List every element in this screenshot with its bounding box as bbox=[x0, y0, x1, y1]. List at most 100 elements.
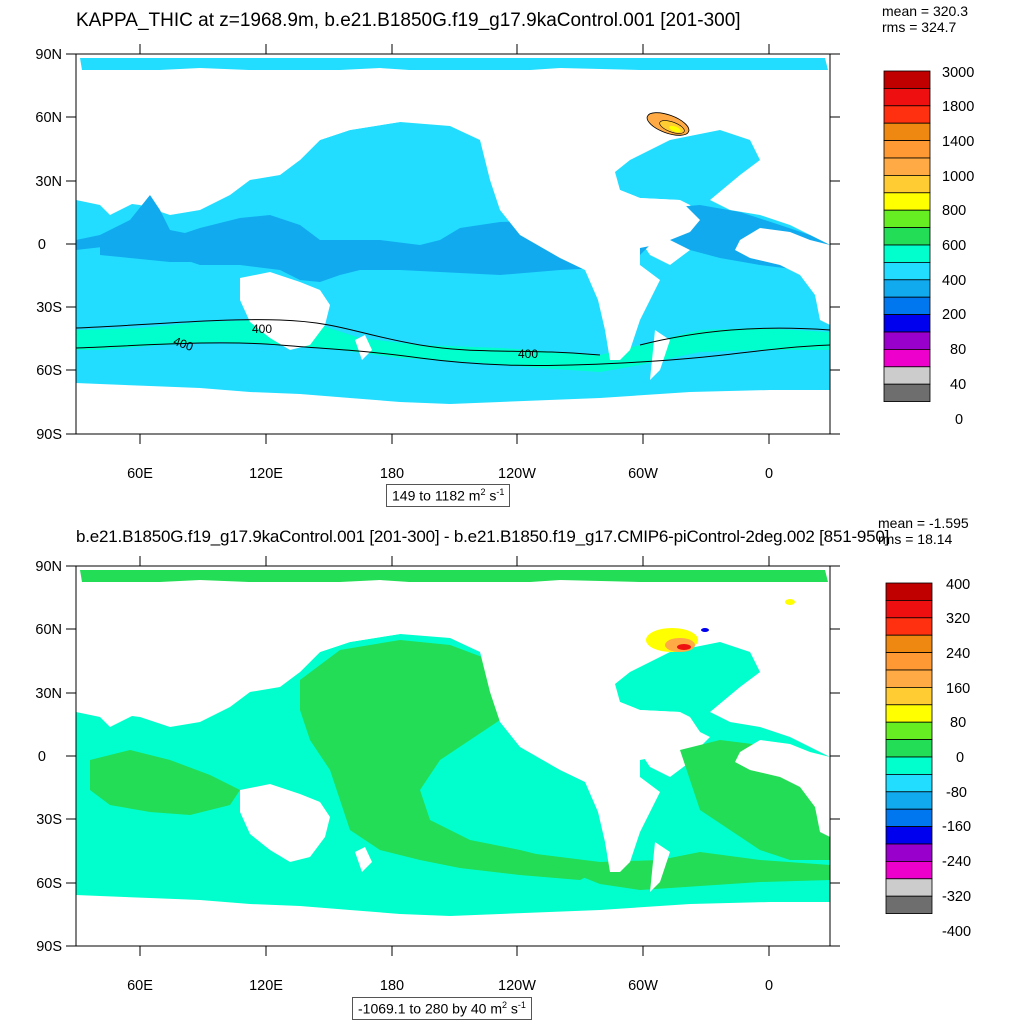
panel2-lat-labels: 90N 60N 30N 0 30S 60S 90S bbox=[35, 559, 62, 955]
p2-small-hotspot-shape bbox=[785, 599, 795, 605]
p1-cb-swatch-1 bbox=[883, 88, 931, 107]
p1-lat-30n: 30N bbox=[35, 174, 62, 190]
panel2-colorbar bbox=[885, 582, 933, 915]
p2-range-sup2: -1 bbox=[517, 1000, 526, 1010]
p2-cb-label-4: 80 bbox=[950, 715, 966, 731]
panel2-map bbox=[76, 570, 830, 946]
p1-cb-swatch-18 bbox=[883, 383, 931, 403]
p2-lat-90s: 90S bbox=[36, 939, 62, 955]
p1-cb-label-1: 1800 bbox=[942, 99, 974, 115]
p1-lat-90s: 90S bbox=[36, 427, 62, 443]
p1-cb-swatch-8 bbox=[883, 209, 931, 228]
p1-contour-line-c bbox=[639, 327, 830, 346]
p2-cb-swatch-12 bbox=[885, 791, 933, 810]
p2-lat-30s: 30S bbox=[36, 812, 62, 828]
p2-land-antarctica bbox=[76, 900, 830, 946]
p2-cb-label-5: 0 bbox=[956, 750, 964, 766]
panel1-title: KAPPA_THIC at z=1968.9m, b.e21.B1850G.f1… bbox=[76, 10, 741, 31]
p1-contour-line-b bbox=[76, 342, 830, 366]
p1-cb-swatch-12 bbox=[883, 279, 931, 298]
p2-pacific-green bbox=[300, 640, 600, 880]
p1-cb-label-4: 800 bbox=[942, 203, 966, 219]
panel2-land bbox=[76, 582, 830, 946]
p2-cb-label-6: -80 bbox=[946, 785, 967, 801]
p2-land-greenland bbox=[690, 584, 770, 630]
panel2-colorbar-labels: 400 320 240 160 80 0 -80 -160 -240 -320 … bbox=[942, 577, 971, 940]
p2-land-africa bbox=[735, 740, 830, 837]
p2-cb-swatch-2 bbox=[885, 617, 933, 636]
p2-cb-label-7: -160 bbox=[942, 819, 971, 835]
p2-cb-swatch-16 bbox=[885, 861, 933, 880]
p1-cb-swatch-17 bbox=[883, 366, 931, 385]
p2-cb-label-1: 320 bbox=[946, 611, 970, 627]
p2-land-nz bbox=[355, 847, 372, 872]
p1-lon-180: 180 bbox=[380, 466, 404, 482]
p1-range-sup2: -1 bbox=[496, 487, 505, 497]
p2-lat-60s: 60S bbox=[36, 876, 62, 892]
panel1-land bbox=[76, 70, 830, 434]
p2-range-mid: s bbox=[507, 1000, 518, 1017]
p2-cb-label-8: -240 bbox=[942, 854, 971, 870]
p2-land-americas bbox=[480, 584, 720, 872]
p2-cb-label-2: 240 bbox=[946, 646, 970, 662]
p2-southern-green bbox=[520, 852, 830, 890]
p1-cb-swatch-6 bbox=[883, 174, 931, 194]
panel2-ticks bbox=[66, 556, 840, 956]
p1-cb-swatch-4 bbox=[883, 140, 931, 159]
panel1-lon-labels: 60E 120E 180 120W 60W 0 bbox=[127, 466, 773, 482]
p1-lat-60s: 60S bbox=[36, 363, 62, 379]
p1-cb-label-10: 0 bbox=[955, 412, 963, 428]
p1-cb-label-3: 1000 bbox=[942, 169, 974, 185]
p1-contour-label-1: 400 bbox=[252, 322, 272, 336]
panel2-title: b.e21.B1850G.f19_g17.9kaControl.001 [201… bbox=[76, 527, 890, 546]
p1-land-greenland bbox=[690, 72, 770, 118]
p2-lon-180: 180 bbox=[380, 978, 404, 994]
panel1-colorbar bbox=[883, 70, 931, 403]
p2-range-text: -1069.1 to 280 by 40 m bbox=[358, 1000, 502, 1017]
p2-cb-swatch-13 bbox=[885, 808, 933, 828]
p1-cb-label-0: 3000 bbox=[942, 65, 974, 81]
p1-contour-line-a bbox=[76, 319, 601, 356]
p1-range-sup1: 2 bbox=[480, 487, 486, 497]
panel1-ticks bbox=[66, 44, 840, 444]
p1-cb-label-6: 400 bbox=[942, 273, 966, 289]
p1-cb-swatch-11 bbox=[883, 261, 931, 281]
p1-lat-60n: 60N bbox=[35, 110, 62, 126]
p2-cb-label-10: -400 bbox=[942, 924, 971, 940]
panel2-range-box: -1069.1 to 280 by 40 m2 s-1 bbox=[352, 997, 532, 1020]
p1-land-southam-tip bbox=[650, 330, 670, 380]
p2-hotspot-blue bbox=[701, 628, 709, 632]
p1-land-eurasia bbox=[76, 70, 640, 215]
p2-lat-0: 0 bbox=[38, 749, 46, 765]
p2-cb-swatch-3 bbox=[885, 634, 933, 654]
p2-cb-swatch-0 bbox=[885, 582, 933, 601]
p2-cb-swatch-4 bbox=[885, 652, 933, 671]
p1-cb-swatch-7 bbox=[883, 192, 931, 211]
p1-cb-swatch-16 bbox=[883, 348, 931, 368]
panel2-rms: rms = 18.14 bbox=[878, 531, 953, 547]
p2-small-hotspot bbox=[785, 599, 795, 605]
p2-cb-swatch-1 bbox=[885, 600, 933, 619]
p1-lat-90n: 90N bbox=[35, 47, 62, 63]
p2-lat-60n: 60N bbox=[35, 622, 62, 638]
p2-cb-swatch-15 bbox=[885, 843, 933, 862]
p2-cb-label-0: 400 bbox=[946, 577, 970, 593]
p2-cb-swatch-10 bbox=[885, 756, 933, 775]
panel1-colorbar-labels: 3000 1800 1400 1000 800 600 400 200 80 4… bbox=[942, 65, 974, 428]
p2-labrador-hotspot bbox=[646, 628, 709, 652]
panel2-lon-labels: 60E 120E 180 120W 60W 0 bbox=[127, 978, 773, 994]
p2-cb-label-3: 160 bbox=[946, 681, 970, 697]
p1-cb-swatch-14 bbox=[883, 314, 931, 333]
p1-land-antarctica bbox=[76, 388, 830, 434]
p1-cb-label-7: 200 bbox=[942, 307, 966, 323]
p2-cb-swatch-8 bbox=[885, 721, 933, 741]
p1-lat-0: 0 bbox=[38, 237, 46, 253]
p2-land-australia bbox=[240, 784, 330, 862]
p1-cb-swatch-5 bbox=[883, 157, 931, 176]
p2-land-eurasia bbox=[76, 582, 640, 727]
p2-cb-swatch-14 bbox=[885, 826, 933, 845]
p1-land-africa bbox=[735, 228, 830, 325]
p1-contour-label-3: 400 bbox=[518, 347, 538, 361]
p1-indian-tropic bbox=[100, 195, 240, 262]
